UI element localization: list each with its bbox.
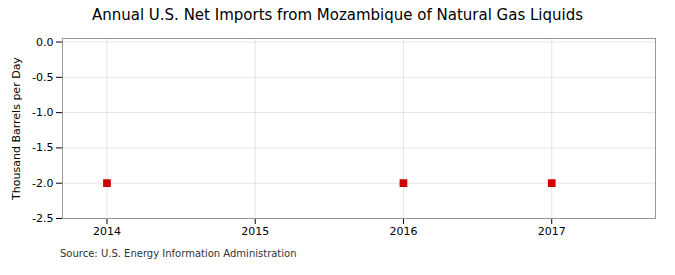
- html-text:Source: U.S. Energy Informatio: Source: U.S. Energy Information Administ…: [60, 248, 297, 259]
- svg-text:-0.5: -0.5: [32, 71, 53, 84]
- svg-text:2016: 2016: [389, 225, 417, 238]
- svg-text:-1.0: -1.0: [32, 106, 53, 119]
- svg-text:0.0: 0.0: [36, 36, 54, 49]
- svg-text:2015: 2015: [241, 225, 269, 238]
- svg-text:-2.0: -2.0: [32, 177, 53, 190]
- svg-text:-1.5: -1.5: [32, 141, 53, 154]
- svg-text:-2.5: -2.5: [32, 212, 53, 225]
- html-text:Annual U.S. Net Imports from M: Annual U.S. Net Imports from Mozambique …: [91, 6, 584, 24]
- svg-text:Thousand Barrels per Day: Thousand Barrels per Day: [10, 57, 23, 201]
- svg-text:2017: 2017: [538, 225, 566, 238]
- svg-text:2014: 2014: [93, 225, 121, 238]
